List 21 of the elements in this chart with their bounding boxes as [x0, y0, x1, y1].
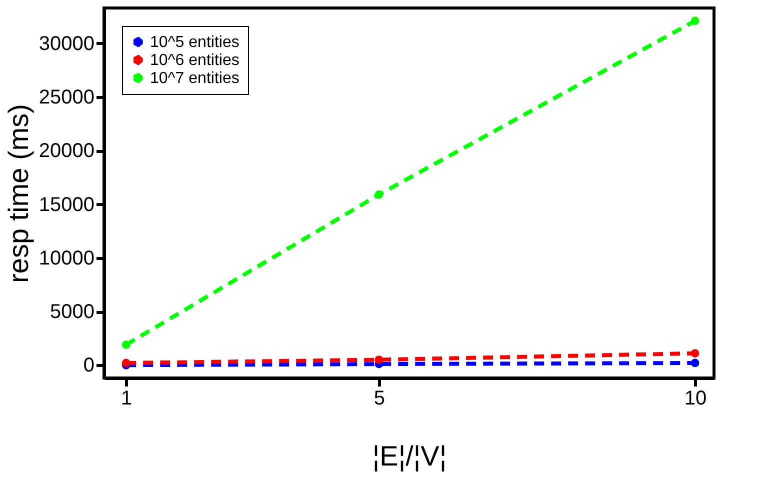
y-tick-label: 20000: [38, 140, 94, 162]
y-tick-label: 10000: [38, 247, 94, 270]
point: [690, 16, 700, 26]
legend-label: 10^7 entities: [150, 70, 240, 87]
x-tick-label: 10: [684, 388, 707, 410]
y-tick-label: 15000: [38, 194, 94, 216]
y-tick-label: 30000: [38, 32, 94, 55]
y-tick-label: 25000: [38, 86, 94, 109]
x-tick-label: 5: [374, 388, 386, 410]
point: [690, 349, 700, 358]
x-tick-label: 1: [121, 388, 132, 410]
legend-label: 10^6 entities: [150, 52, 240, 69]
x-axis-title: ¦E¦/¦V¦: [372, 440, 447, 472]
legend-label: 10^5 entities: [150, 34, 240, 51]
point: [122, 340, 130, 349]
point: [374, 356, 384, 364]
point: [690, 358, 700, 368]
y-tick-label: 0: [83, 354, 94, 377]
y-tick-label: 5000: [50, 301, 94, 324]
point: [374, 190, 384, 199]
y-axis-title: resp time (ms): [2, 104, 34, 283]
